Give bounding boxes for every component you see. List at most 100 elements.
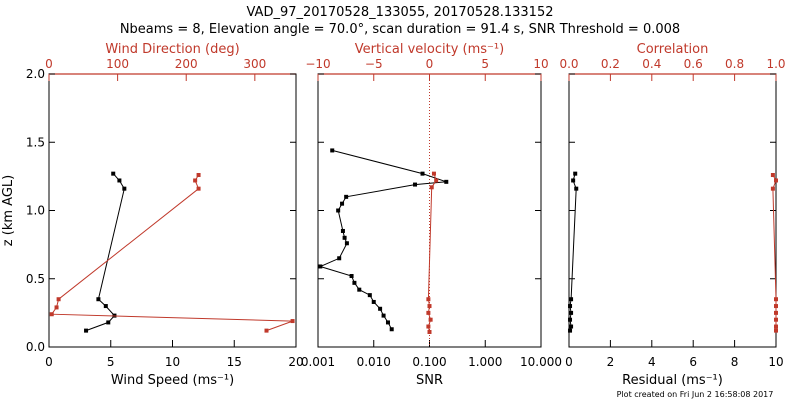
top-tick-label: 0 — [426, 57, 434, 71]
top-tick-label: 0 — [45, 57, 53, 71]
top-tick-label: 0.6 — [684, 57, 703, 71]
series-black-point — [96, 297, 101, 302]
series-black-point — [342, 235, 347, 240]
series-red-point — [49, 312, 54, 317]
series-black-point — [569, 310, 574, 315]
series-red-point — [427, 304, 432, 309]
x-tick-label: 10.000 — [520, 355, 562, 369]
series-black-point — [569, 324, 574, 329]
series-black-point — [357, 287, 362, 292]
series-black-point — [106, 320, 111, 325]
series-red-point — [264, 328, 269, 333]
x-tick-label: 0 — [45, 355, 53, 369]
plot-created-footer: Plot created on Fri Jun 2 16:58:08 2017 — [617, 390, 774, 399]
top-tick-label: 5 — [481, 57, 489, 71]
x-tick-label: 15 — [227, 355, 242, 369]
x-tick-label: 0.010 — [357, 355, 391, 369]
series-black-point — [349, 274, 354, 279]
panel-1: 0.0 0.5 1.0 1.5 2.0 z (km AGL) 0 5 10 15 20 Wind Sp… — [1, 42, 304, 388]
top-tick-label: 200 — [175, 57, 198, 71]
y-tick-label: 0.5 — [26, 272, 45, 286]
x-axis-label: Wind Speed (ms⁻¹) — [111, 373, 234, 388]
series-black-point — [573, 171, 578, 176]
series-red-point — [774, 304, 778, 309]
series-red-point — [54, 305, 59, 310]
series-red-point — [290, 319, 295, 324]
x-tick-label: 0.001 — [301, 355, 335, 369]
x-axis-label: Residual (ms⁻¹) — [622, 373, 723, 388]
series-red-point — [774, 317, 778, 322]
series-red-point — [770, 186, 775, 191]
series-black-point — [413, 182, 418, 187]
series-black-point — [122, 186, 127, 191]
series-red-point — [426, 324, 431, 329]
x-tick-label: 5 — [107, 355, 115, 369]
y-tick-label: 2.0 — [26, 67, 45, 81]
series-red-point — [431, 171, 436, 176]
series-red-point — [774, 324, 778, 329]
series-black-point — [111, 171, 116, 176]
top-tick-label: −10 — [305, 57, 330, 71]
top-axis-label: Wind Direction (deg) — [105, 42, 239, 57]
y-axis-label: z (km AGL) — [1, 175, 16, 246]
top-tick-label: 0.2 — [601, 57, 620, 71]
series-black-point — [337, 256, 342, 261]
series-red-point — [434, 178, 439, 183]
top-tick-label: 0.4 — [642, 57, 661, 71]
series-black-point — [444, 179, 449, 184]
x-tick-label: 10 — [165, 355, 180, 369]
top-axis-label: Correlation — [637, 42, 709, 57]
top-tick-label: −5 — [365, 57, 383, 71]
series-red-point — [770, 173, 775, 178]
top-tick-label: 1.0 — [766, 57, 785, 71]
top-tick-label: 10 — [533, 57, 548, 71]
series-black-point — [330, 148, 335, 153]
series-black-point — [571, 178, 576, 183]
top-tick-label: 300 — [243, 57, 266, 71]
series-red-point — [193, 178, 198, 183]
series-black-point — [568, 304, 573, 309]
series-red-point — [429, 185, 434, 190]
series-black-point — [336, 208, 341, 213]
top-tick-label: 0.8 — [725, 57, 744, 71]
figure-title: VAD_97_20170528_133055, 20170528.133152 — [247, 5, 554, 20]
series-black-point — [371, 299, 376, 304]
series-red-point — [774, 297, 778, 302]
series-black-point — [340, 201, 345, 206]
series-black-point — [389, 327, 394, 332]
series-red-point — [426, 297, 431, 302]
x-tick-label: 0.100 — [412, 355, 446, 369]
series-red-point — [774, 178, 778, 183]
series-black-point — [340, 228, 345, 233]
series-red-point — [56, 297, 61, 302]
series-black-point — [568, 317, 573, 322]
series-black-point — [352, 280, 357, 285]
plot-frame — [568, 73, 777, 348]
top-tick-label: 100 — [106, 57, 129, 71]
x-tick-label: 8 — [731, 355, 739, 369]
top-axis-label: Vertical velocity (ms⁻¹) — [355, 42, 504, 57]
series-black-point — [381, 313, 386, 318]
series-black-point — [344, 194, 349, 199]
series-red-point — [428, 317, 433, 322]
series-black-point — [568, 328, 573, 333]
series-black-line — [318, 149, 447, 330]
series-red-point — [426, 310, 431, 315]
x-axis-label: SNR — [416, 373, 443, 388]
series-red-point — [196, 173, 201, 178]
x-tick-label: 6 — [689, 355, 697, 369]
x-tick-label: 0 — [565, 355, 573, 369]
plot-frame — [48, 73, 297, 348]
series-black-point — [84, 328, 89, 333]
series-black-point — [117, 178, 122, 183]
series-red-point — [774, 328, 778, 333]
figure-subtitle: Nbeams = 8, Elevation angle = 70.0°, sca… — [120, 22, 680, 37]
x-tick-label: 20 — [288, 355, 303, 369]
series-red-line — [50, 174, 293, 332]
x-tick-label: 10 — [768, 355, 783, 369]
series-red-point — [196, 186, 201, 191]
panel-3: 0 2 4 6 8 10 Residual (ms⁻¹) 0.0 0.2 0.4 0.6 0.8 1.0… — [559, 42, 785, 388]
top-tick-label: 0.0 — [559, 57, 578, 71]
y-tick-label: 1.5 — [26, 135, 45, 149]
